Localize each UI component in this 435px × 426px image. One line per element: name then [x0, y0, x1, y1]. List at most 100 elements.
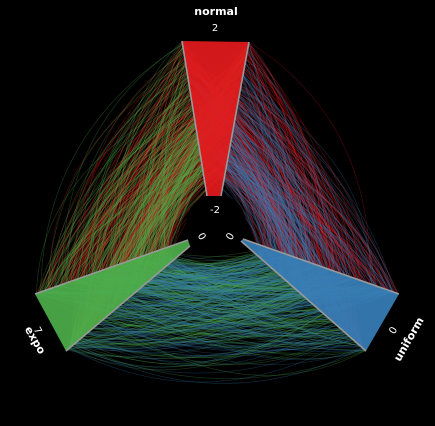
edge — [153, 276, 291, 294]
edge — [64, 51, 184, 284]
tick-uniform-min: 0 — [224, 231, 237, 242]
edge — [235, 91, 283, 275]
edge — [74, 256, 293, 344]
edge — [73, 97, 197, 281]
edge — [65, 132, 197, 284]
edge — [59, 122, 196, 287]
edge — [248, 43, 291, 256]
edge — [227, 159, 342, 274]
edge — [227, 161, 340, 275]
edge — [166, 149, 200, 259]
edge — [118, 167, 203, 265]
edge — [139, 109, 194, 262]
edge — [142, 118, 202, 257]
edge — [235, 113, 314, 264]
edge — [119, 252, 281, 305]
edge — [75, 251, 281, 344]
edge — [235, 114, 312, 265]
edge — [125, 296, 323, 317]
edge — [83, 149, 200, 277]
edge — [248, 42, 310, 299]
edge — [88, 61, 186, 278]
edge — [75, 290, 300, 352]
edge — [75, 105, 199, 282]
edge — [218, 153, 283, 253]
edge — [204, 131, 372, 285]
edge — [79, 313, 324, 365]
edge — [121, 263, 362, 349]
edge — [99, 319, 336, 349]
edge — [90, 114, 201, 275]
edge — [98, 323, 345, 355]
edge — [170, 262, 281, 285]
edge — [147, 258, 356, 343]
edge — [150, 97, 192, 272]
edge — [39, 103, 198, 293]
edge — [97, 322, 350, 345]
edge — [216, 161, 295, 260]
edge — [227, 157, 298, 259]
edge — [142, 124, 204, 261]
edge — [243, 71, 358, 281]
edge — [166, 258, 360, 346]
edge — [218, 154, 379, 288]
edge — [199, 151, 388, 291]
edge — [144, 284, 361, 347]
edge — [161, 97, 192, 270]
edge — [237, 103, 378, 287]
edge — [235, 114, 321, 267]
edge — [82, 297, 308, 346]
edge — [61, 82, 193, 286]
edge — [167, 257, 290, 287]
edge — [110, 258, 262, 316]
edge — [217, 155, 395, 293]
edge — [247, 45, 292, 283]
edge — [140, 275, 281, 301]
edge — [67, 255, 287, 350]
edge — [95, 158, 218, 276]
edge — [163, 60, 188, 268]
edge — [167, 264, 357, 344]
edge — [149, 249, 269, 282]
edge — [72, 247, 269, 346]
edge — [148, 275, 342, 331]
edge — [229, 147, 277, 253]
edge — [147, 119, 203, 260]
edge — [63, 96, 197, 284]
edge — [80, 324, 337, 358]
edge — [161, 254, 329, 319]
edge — [143, 146, 200, 261]
edge — [231, 135, 267, 250]
edge — [164, 67, 189, 254]
edge — [238, 96, 329, 271]
edge — [168, 257, 326, 316]
edge — [108, 311, 359, 350]
edge — [146, 169, 203, 260]
edge — [169, 263, 344, 333]
edge — [162, 262, 298, 296]
edge — [86, 316, 328, 344]
edge — [82, 310, 322, 340]
edge — [111, 270, 353, 344]
edge — [214, 166, 386, 290]
edge — [134, 168, 203, 264]
edge — [72, 115, 202, 283]
edge — [148, 45, 184, 254]
edge — [169, 256, 321, 312]
edge — [65, 124, 204, 285]
edge — [72, 67, 190, 281]
edge — [136, 286, 311, 314]
edge — [154, 83, 190, 252]
edge — [35, 109, 194, 294]
edge — [93, 299, 308, 333]
edge — [74, 263, 271, 344]
edge — [149, 268, 273, 284]
edge — [80, 272, 278, 341]
edge — [228, 152, 335, 272]
edge — [139, 69, 190, 257]
tick-expo-min: 0 — [195, 231, 208, 242]
edge — [63, 110, 194, 284]
edge — [75, 110, 200, 282]
edge — [225, 170, 336, 273]
edge — [214, 172, 347, 276]
